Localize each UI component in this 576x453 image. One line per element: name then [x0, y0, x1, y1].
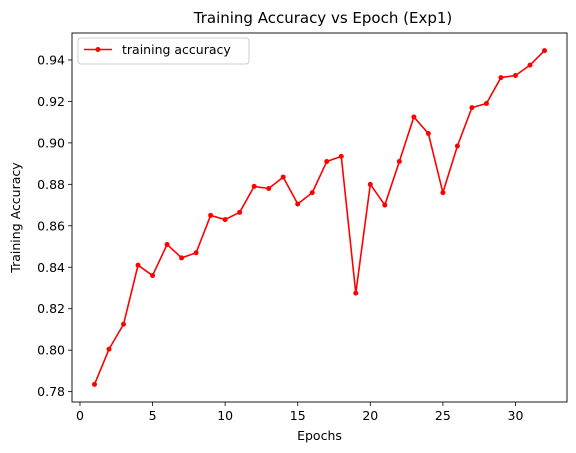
data-point	[179, 255, 185, 261]
y-tick-label: 0.92	[37, 94, 65, 109]
data-point	[396, 159, 402, 165]
data-point	[469, 105, 475, 111]
y-tick-label: 0.90	[37, 135, 65, 150]
series-line-training-accuracy	[93, 50, 546, 385]
data-point	[382, 202, 388, 208]
plot-area	[92, 48, 547, 387]
data-point	[193, 250, 199, 256]
data-point	[280, 174, 286, 180]
y-tick-label: 0.86	[37, 218, 65, 233]
x-tick-label: 25	[435, 408, 451, 423]
data-point	[512, 72, 518, 78]
x-tick-label: 0	[76, 408, 84, 423]
data-point	[309, 190, 315, 196]
data-point	[324, 159, 330, 165]
y-tick-label: 0.80	[37, 343, 65, 358]
data-point	[527, 62, 533, 68]
data-point	[135, 262, 141, 268]
y-axis-label: Training Accuracy	[8, 162, 23, 274]
data-point	[367, 181, 373, 187]
data-point	[353, 290, 359, 296]
y-tick-label: 0.82	[37, 301, 65, 316]
data-point	[106, 346, 112, 352]
x-tick-label: 5	[149, 408, 157, 423]
y-tick-label: 0.94	[37, 52, 65, 67]
data-point	[266, 185, 272, 191]
data-point	[222, 217, 228, 223]
data-point	[92, 381, 97, 387]
data-point	[164, 241, 170, 247]
y-tick-label: 0.88	[37, 177, 65, 192]
y-tick-label: 0.78	[37, 384, 65, 399]
data-point	[440, 190, 446, 196]
y-tick-label: 0.84	[37, 260, 65, 275]
legend-label: training accuracy	[122, 42, 231, 57]
data-point	[150, 273, 156, 279]
data-point	[295, 201, 301, 207]
legend-box	[77, 37, 250, 65]
x-tick-label: 10	[217, 408, 233, 423]
data-point	[425, 131, 431, 137]
data-point	[237, 209, 243, 215]
x-tick-label: 15	[290, 408, 306, 423]
data-point	[208, 212, 214, 218]
data-point	[338, 153, 344, 159]
data-point	[121, 321, 127, 327]
data-point	[411, 114, 417, 120]
x-axis: 0 5 10 15 20 25 30	[76, 402, 523, 423]
x-tick-label: 30	[508, 408, 524, 423]
data-point	[483, 100, 489, 106]
legend-marker-sample	[95, 47, 101, 52]
chart-title: Training Accuracy vs Epoch (Exp1)	[193, 9, 453, 27]
x-tick-label: 20	[362, 408, 378, 423]
data-point	[498, 75, 504, 81]
y-axis: 0.78 0.80 0.82 0.84 0.86 0.88 0.90 0.92 0.94	[37, 52, 72, 399]
axes-frame	[71, 32, 568, 403]
data-point	[542, 48, 547, 54]
data-point	[454, 143, 460, 149]
x-axis-label: Epochs	[297, 428, 342, 443]
data-point	[251, 183, 257, 189]
legend: training accuracy	[77, 37, 250, 65]
